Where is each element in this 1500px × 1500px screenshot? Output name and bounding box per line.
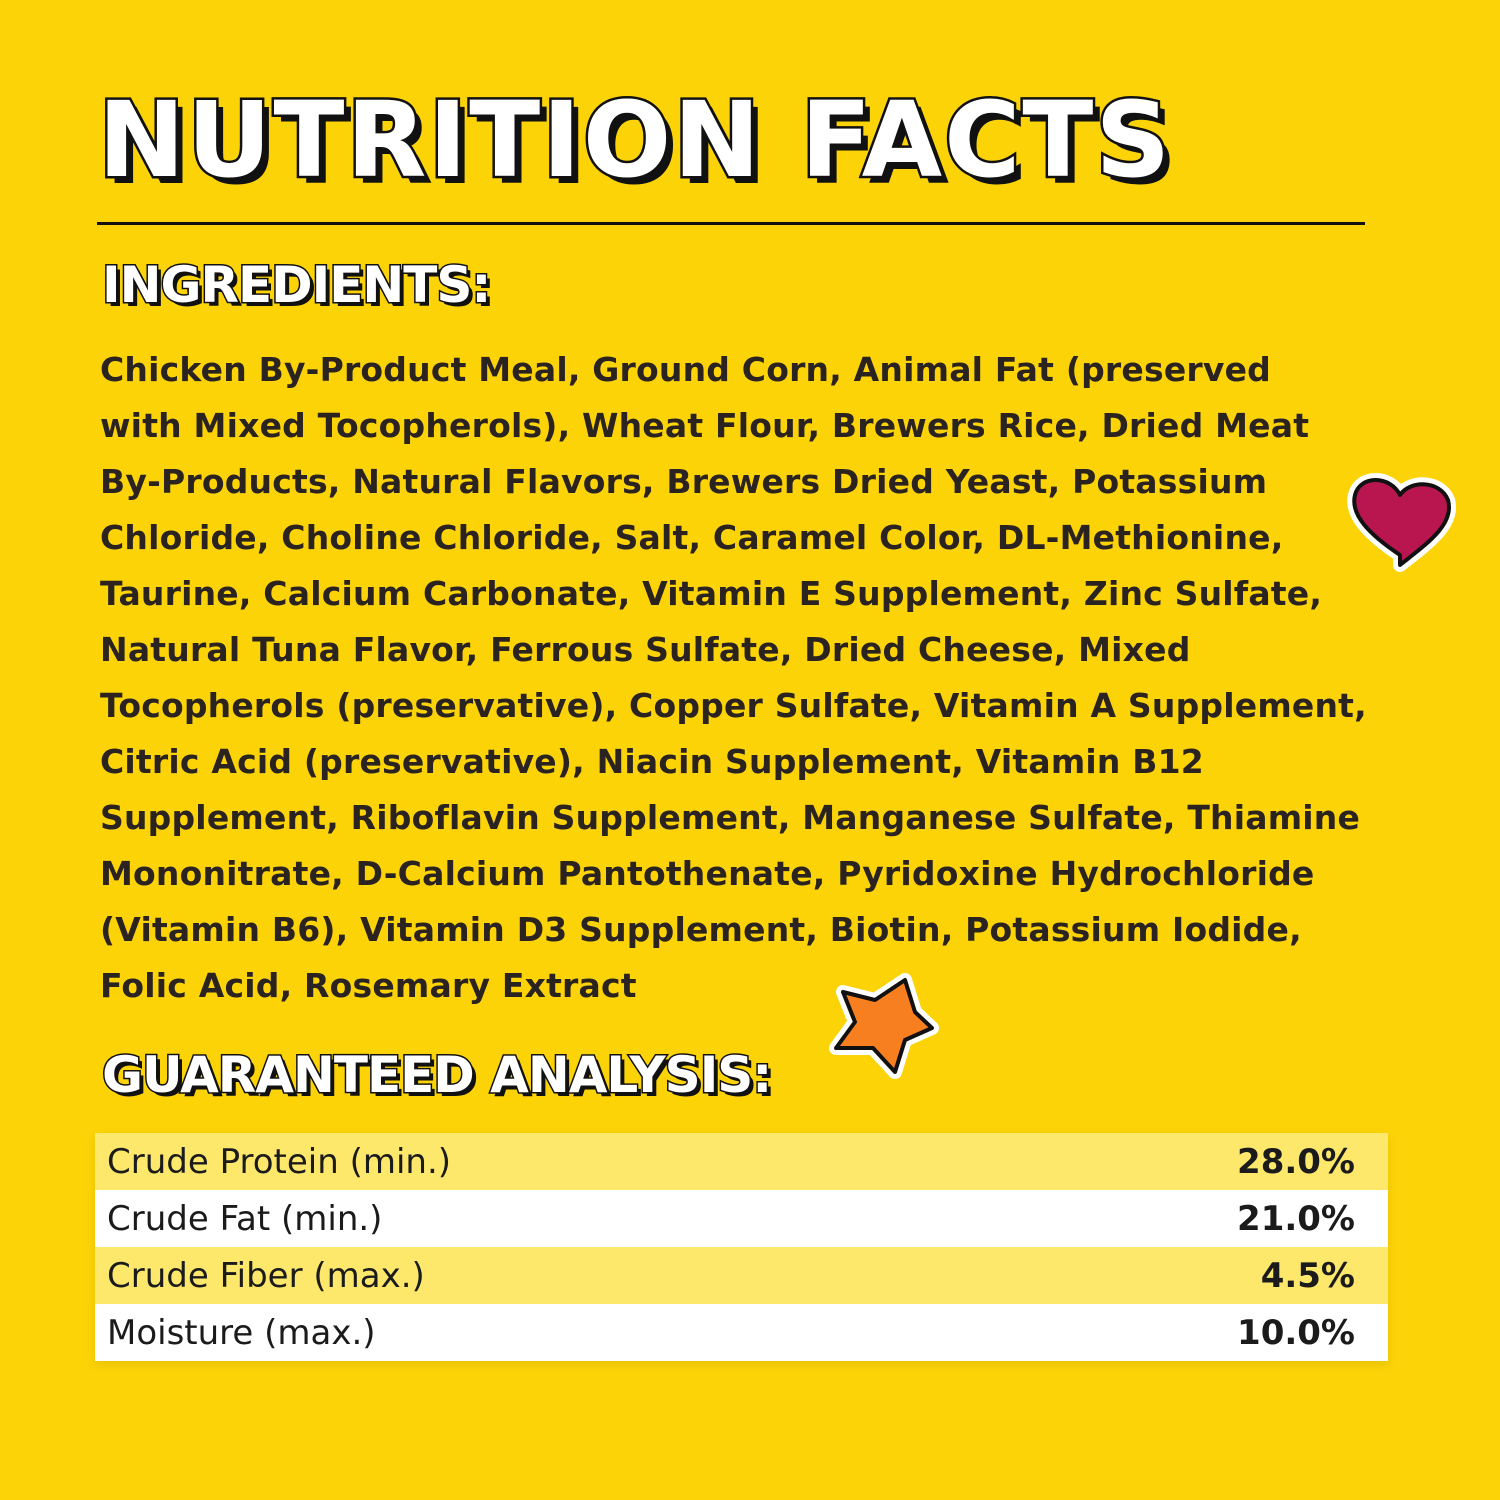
analysis-table: Crude Protein (min.) 28.0% Crude Fat (min.…	[95, 1133, 1388, 1361]
nutrient-name: Crude Protein (min.)	[107, 1141, 452, 1182]
ingredients-text: Chicken By-Product Meal, Ground Corn, An…	[100, 342, 1367, 1014]
analysis-heading: GUARANTEED ANALYSIS:	[100, 1046, 773, 1104]
ingredients-line: By-Products, Natural Flavors, Brewers Dr…	[100, 462, 1268, 501]
divider	[97, 222, 1365, 225]
ingredients-line: Mononitrate, D-Calcium Pantothenate, Pyr…	[100, 854, 1315, 893]
ingredients-line: Tocopherols (preservative), Copper Sulfa…	[100, 686, 1367, 725]
ingredients-line: Citric Acid (preservative), Niacin Suppl…	[100, 742, 1204, 781]
nutrient-value: 21.0%	[1237, 1198, 1355, 1239]
heart	[1352, 478, 1452, 567]
nutrient-value: 10.0%	[1237, 1312, 1355, 1353]
ingredients-line: (Vitamin B6), Vitamin D3 Supplement, Bio…	[100, 910, 1302, 949]
ingredients-line: Taurine, Calcium Carbonate, Vitamin E Su…	[100, 574, 1323, 613]
ingredients-heading: INGREDIENTS:	[100, 256, 492, 314]
analysis-row: Moisture (max.) 10.0%	[95, 1304, 1388, 1361]
nutrient-value: 4.5%	[1260, 1255, 1355, 1296]
nutrient-name: Crude Fat (min.)	[107, 1198, 383, 1239]
heart	[1347, 473, 1456, 572]
analysis-row: Crude Fat (min.) 21.0%	[95, 1190, 1388, 1247]
ingredients-line: with Mixed Tocopherols), Wheat Flour, Br…	[100, 406, 1310, 445]
ingredients-line: Chloride, Choline Chloride, Salt, Carame…	[100, 518, 1284, 557]
nutrient-name: Crude Fiber (max.)	[107, 1255, 425, 1296]
title: NUTRITION FACTS	[95, 79, 1173, 201]
ingredients-line: Supplement, Riboflavin Supplement, Manga…	[100, 798, 1361, 837]
ingredients-line: Folic Acid, Rosemary Extract	[100, 966, 637, 1005]
ingredients-line: Natural Tuna Flavor, Ferrous Sulfate, Dr…	[100, 630, 1191, 669]
analysis-row: Crude Protein (min.) 28.0%	[95, 1133, 1388, 1190]
nutrient-name: Moisture (max.)	[107, 1312, 376, 1353]
analysis-row: Crude Fiber (max.) 4.5%	[95, 1247, 1388, 1304]
ingredients-line: Chicken By-Product Meal, Ground Corn, An…	[100, 350, 1271, 389]
nutrient-value: 28.0%	[1237, 1141, 1355, 1182]
